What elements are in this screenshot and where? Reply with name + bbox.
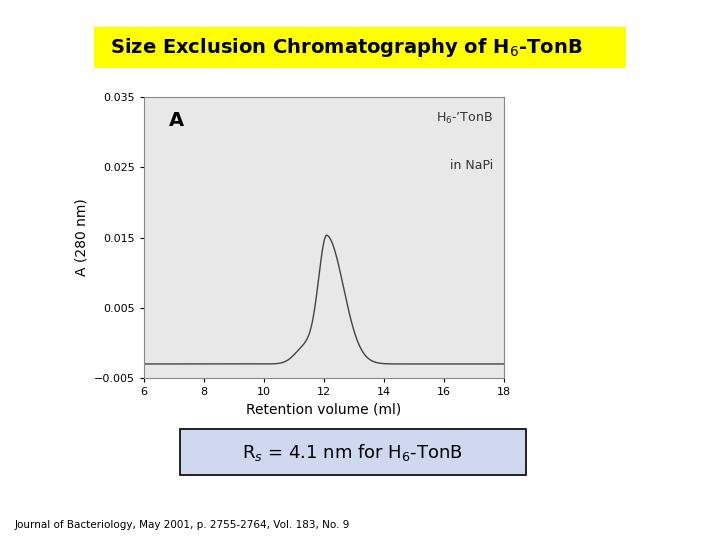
FancyBboxPatch shape [180,429,526,475]
Text: in NaPi: in NaPi [450,159,493,172]
Text: A: A [169,111,184,130]
Text: H$_6$-ʼTonB: H$_6$-ʼTonB [436,111,493,126]
X-axis label: Retention volume (ml): Retention volume (ml) [246,403,402,416]
Text: Size Exclusion Chromatography of H$_6$-TonB: Size Exclusion Chromatography of H$_6$-T… [109,36,582,59]
Y-axis label: A (280 nm): A (280 nm) [74,199,89,276]
FancyBboxPatch shape [94,27,626,68]
Text: Journal of Bacteriology, May 2001, p. 2755-2764, Vol. 183, No. 9: Journal of Bacteriology, May 2001, p. 27… [14,520,350,530]
Text: R$_s$ = 4.1 nm for H$_6$-TonB: R$_s$ = 4.1 nm for H$_6$-TonB [243,442,463,463]
